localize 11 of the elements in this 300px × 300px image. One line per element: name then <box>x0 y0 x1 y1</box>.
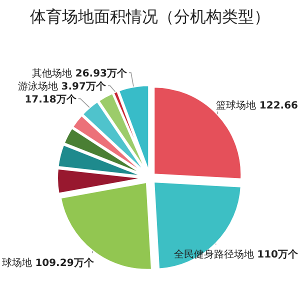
data-label: 26.93万个 <box>75 68 128 80</box>
data-label: 110万个 <box>257 248 299 261</box>
slice-label: 其他场地 <box>32 68 76 80</box>
data-label: 109.29万个 <box>35 257 95 270</box>
slice-label: 球场地 <box>2 257 36 270</box>
data-label: 122.66 <box>259 100 298 112</box>
data-label: 3.97万个 <box>61 80 107 93</box>
slice-label: 篮球场地 <box>216 99 260 112</box>
chart-title: 体育场地面积情况（分机构类型） <box>30 7 270 26</box>
data-label: 17.18万个 <box>24 94 78 106</box>
slice-label: 游泳场地 <box>18 80 62 93</box>
